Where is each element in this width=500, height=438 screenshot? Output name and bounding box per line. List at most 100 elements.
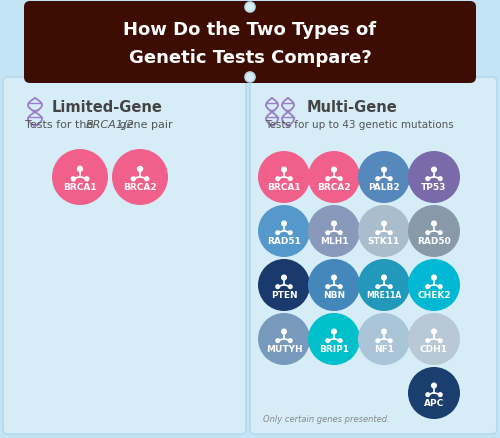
Circle shape (282, 329, 286, 334)
Circle shape (326, 339, 330, 343)
Text: CHEK2: CHEK2 (417, 290, 451, 299)
Circle shape (282, 168, 286, 173)
Circle shape (138, 167, 142, 172)
Circle shape (438, 231, 442, 235)
Circle shape (258, 313, 310, 365)
Circle shape (438, 285, 442, 289)
Circle shape (308, 313, 360, 365)
Text: MUTYH: MUTYH (266, 344, 302, 353)
Circle shape (338, 339, 342, 343)
FancyBboxPatch shape (24, 2, 476, 84)
Circle shape (438, 339, 442, 343)
Circle shape (426, 393, 430, 396)
Circle shape (332, 329, 336, 334)
Circle shape (282, 276, 286, 280)
Circle shape (432, 383, 436, 388)
Circle shape (408, 259, 460, 311)
Circle shape (288, 231, 292, 235)
Text: PTEN: PTEN (270, 290, 297, 299)
Circle shape (245, 73, 255, 83)
Circle shape (358, 313, 410, 365)
Text: BRCA1: BRCA1 (267, 182, 301, 191)
Circle shape (388, 285, 392, 289)
Circle shape (332, 168, 336, 173)
Circle shape (132, 177, 136, 181)
Text: STK11: STK11 (368, 236, 400, 245)
Circle shape (376, 177, 380, 181)
Text: BRCA2: BRCA2 (317, 182, 351, 191)
Text: TP53: TP53 (422, 182, 446, 191)
Circle shape (276, 231, 280, 235)
FancyBboxPatch shape (250, 78, 497, 434)
Text: NF1: NF1 (374, 344, 394, 353)
Text: Multi-Gene: Multi-Gene (307, 100, 398, 115)
Circle shape (382, 329, 386, 334)
Circle shape (426, 231, 430, 235)
Circle shape (332, 276, 336, 280)
Circle shape (438, 393, 442, 396)
Text: BRCA1/2: BRCA1/2 (86, 120, 134, 130)
Circle shape (426, 177, 430, 181)
Circle shape (432, 222, 436, 226)
Circle shape (112, 150, 168, 205)
Text: APC: APC (424, 398, 444, 407)
Circle shape (338, 231, 342, 235)
Circle shape (308, 259, 360, 311)
Circle shape (432, 276, 436, 280)
Circle shape (326, 231, 330, 235)
Text: BRIP1: BRIP1 (319, 344, 349, 353)
Circle shape (382, 168, 386, 173)
Text: gene pair: gene pair (116, 120, 173, 130)
Text: Tests for up to 43 genetic mutations: Tests for up to 43 genetic mutations (265, 120, 454, 130)
Circle shape (245, 3, 255, 13)
Circle shape (326, 177, 330, 181)
Circle shape (388, 177, 392, 181)
Circle shape (332, 222, 336, 226)
Text: RAD51: RAD51 (267, 236, 301, 245)
Circle shape (376, 285, 380, 289)
Circle shape (388, 231, 392, 235)
Circle shape (358, 152, 410, 204)
Circle shape (288, 177, 292, 181)
Circle shape (388, 339, 392, 343)
Circle shape (52, 150, 108, 205)
Circle shape (276, 339, 280, 343)
Text: BRCA2: BRCA2 (123, 183, 157, 192)
Text: MRE11A: MRE11A (366, 290, 402, 299)
Text: How Do the Two Types of: How Do the Two Types of (124, 21, 376, 39)
Circle shape (72, 177, 76, 181)
Circle shape (376, 339, 380, 343)
Circle shape (358, 259, 410, 311)
Text: Limited-Gene: Limited-Gene (52, 100, 163, 115)
Circle shape (382, 222, 386, 226)
Circle shape (84, 177, 88, 181)
Circle shape (276, 177, 280, 181)
Circle shape (426, 339, 430, 343)
Circle shape (408, 313, 460, 365)
Text: PALB2: PALB2 (368, 182, 400, 191)
Circle shape (282, 222, 286, 226)
Text: Genetic Tests Compare?: Genetic Tests Compare? (128, 49, 372, 67)
Text: NBN: NBN (323, 290, 345, 299)
Circle shape (408, 205, 460, 258)
Text: Only certain genes presented.: Only certain genes presented. (263, 414, 390, 424)
Circle shape (432, 168, 436, 173)
Circle shape (432, 329, 436, 334)
Text: BRCA1: BRCA1 (63, 183, 97, 192)
Circle shape (338, 177, 342, 181)
Circle shape (288, 285, 292, 289)
Text: CDH1: CDH1 (420, 344, 448, 353)
Circle shape (276, 285, 280, 289)
Circle shape (438, 177, 442, 181)
Circle shape (144, 177, 148, 181)
Circle shape (308, 152, 360, 204)
Circle shape (326, 285, 330, 289)
FancyBboxPatch shape (3, 78, 246, 434)
Circle shape (408, 367, 460, 419)
Circle shape (376, 231, 380, 235)
Circle shape (358, 205, 410, 258)
Text: Tests for the: Tests for the (25, 120, 97, 130)
Text: RAD50: RAD50 (417, 236, 451, 245)
Circle shape (78, 167, 82, 172)
Circle shape (258, 259, 310, 311)
